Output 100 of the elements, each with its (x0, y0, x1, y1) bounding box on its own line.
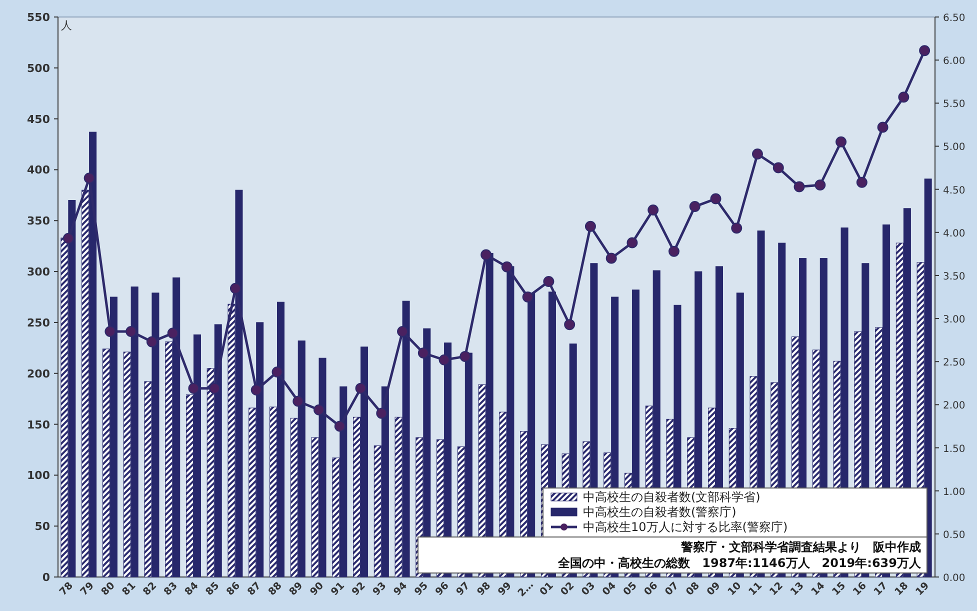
point (543, 276, 554, 287)
x-tick-label: 15 (830, 580, 848, 598)
point (877, 122, 888, 133)
y-tick-label: 550 (27, 11, 50, 24)
point (62, 232, 74, 244)
x-tick-label: 2… (516, 579, 536, 600)
point (355, 382, 366, 394)
x-tick-label: 93 (371, 580, 389, 598)
legend-label: 中高校生10万人に対する比率(警察庁) (583, 520, 788, 534)
point (668, 246, 680, 257)
point (292, 396, 304, 407)
x-tick-label: 18 (893, 580, 911, 598)
point (272, 366, 283, 378)
x-tick-label: 10 (726, 580, 744, 598)
point (438, 354, 450, 366)
y-tick-label: 300 (27, 266, 50, 279)
point (376, 408, 388, 419)
point (397, 326, 408, 337)
x-tick-label: 99 (496, 580, 514, 598)
y2-tick-label: 0.00 (943, 573, 966, 584)
y-tick-label: 350 (27, 214, 50, 228)
x-tick-label: 95 (412, 580, 430, 598)
x-tick-label: 02 (559, 580, 577, 598)
x-tick-label: 84 (183, 580, 201, 598)
x-tick-label: 90 (308, 580, 326, 598)
x-tick-label: 14 (810, 580, 828, 598)
x-tick-label: 13 (788, 580, 806, 598)
point (919, 45, 930, 56)
point (501, 261, 512, 272)
y-tick-label: 500 (27, 62, 50, 75)
y-tick-label: 200 (27, 367, 50, 380)
x-tick-label: 87 (246, 580, 264, 598)
y-tick-label: 50 (34, 520, 50, 534)
y2-tick-label: 1.50 (943, 444, 966, 455)
y2-tick-label: 0.50 (943, 530, 966, 541)
point (752, 148, 764, 160)
x-tick-label: 82 (141, 580, 160, 598)
annotation: 警察庁・文部科学省調査結果より 阪中作成 (680, 540, 921, 554)
point (230, 282, 241, 294)
x-tick-label: 19 (914, 580, 932, 598)
x-tick-label: 09 (705, 580, 723, 598)
annotation: 全国の中・高校生の総数 1987年:1146万人 2019年:639万人 (557, 556, 922, 570)
point (814, 180, 826, 190)
x-tick-label: 17 (872, 580, 890, 598)
x-tick-label: 97 (454, 580, 472, 598)
x-tick-label: 16 (851, 580, 869, 598)
point (104, 326, 116, 337)
y2-tick-label: 1.00 (943, 486, 966, 498)
point (772, 162, 784, 174)
x-tick-label: 03 (580, 580, 598, 598)
x-tick-label: 85 (204, 580, 222, 598)
y2-tick-label: 6.00 (943, 56, 966, 68)
point (250, 384, 262, 396)
x-tick-label: 06 (642, 580, 660, 598)
y2-tick-label: 5.00 (943, 142, 966, 154)
y2-tick-label: 3.50 (943, 271, 966, 282)
x-tick-label: 89 (288, 580, 306, 598)
point (584, 220, 596, 232)
point (314, 404, 325, 416)
point (626, 237, 638, 248)
y2-tick-label: 4.00 (943, 228, 966, 240)
x-tick-label: 96 (434, 580, 452, 598)
x-tick-label: 81 (120, 580, 138, 598)
x-tick-label: 04 (600, 580, 618, 598)
annotation-box: 警察庁・文部科学省調査結果より 阪中作成 全国の中・高校生の総数 1987年:1146万人 2019年:639万人 (418, 536, 928, 574)
point (794, 181, 805, 192)
y2-tick-label: 2.00 (943, 400, 966, 412)
point (460, 350, 471, 362)
point (126, 326, 137, 337)
x-tick-label: 91 (329, 580, 347, 598)
point (689, 201, 700, 212)
point (209, 382, 220, 394)
point (418, 348, 429, 358)
x-tick-label: 12 (768, 580, 786, 598)
x-tick-label: 86 (224, 580, 243, 598)
point (522, 292, 534, 302)
point (84, 172, 95, 184)
y-tick-label: 150 (27, 418, 50, 432)
point (606, 252, 617, 264)
x-tick-label: 11 (746, 580, 765, 598)
x-tick-label: 08 (684, 580, 702, 598)
y2-tick-label: 4.50 (943, 185, 966, 196)
y-tick-label: 100 (27, 469, 50, 482)
x-tick-label: 07 (663, 580, 682, 598)
x-tick-label: 78 (58, 580, 76, 598)
point (731, 222, 742, 234)
y-tick-label: 400 (27, 164, 50, 177)
point (648, 204, 659, 216)
legend-label: 中高校生の自殺者数(警察庁) (583, 505, 736, 519)
x-tick-label: 83 (162, 580, 180, 598)
x-tick-label: 94 (392, 580, 410, 598)
x-tick-label: 80 (100, 580, 118, 598)
y-tick-label: 450 (27, 112, 50, 126)
x-tick-label: 88 (266, 580, 284, 598)
y-axis-title: 人 (61, 19, 72, 32)
y-tick-label: 0 (42, 571, 50, 584)
point (898, 92, 910, 103)
y2-tick-label: 2.50 (943, 358, 966, 369)
y-tick-label: 250 (27, 316, 50, 330)
legend-label: 中高校生の自殺者数(文部科学省) (583, 490, 760, 504)
